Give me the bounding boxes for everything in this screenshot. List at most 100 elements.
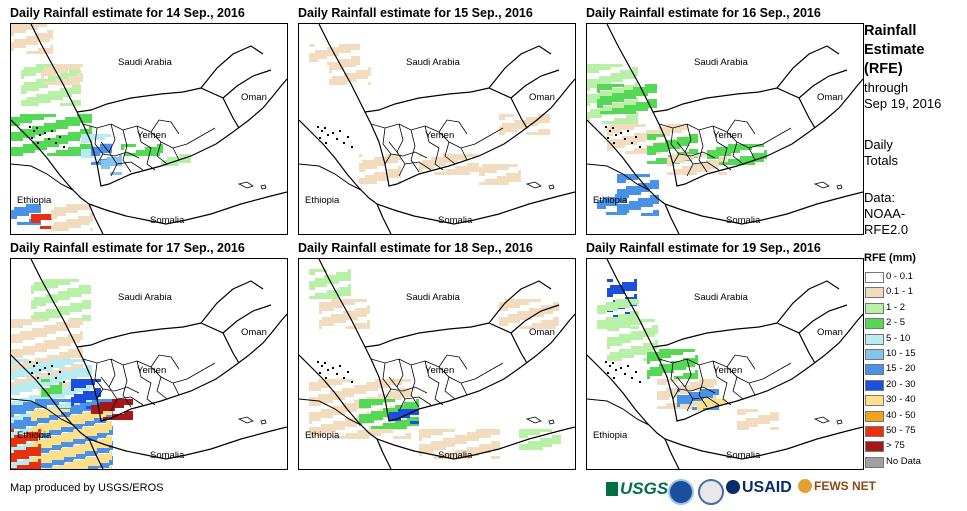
rainfall-pixel bbox=[327, 47, 330, 50]
rainfall-pixel bbox=[31, 430, 34, 433]
rainfall-pixel bbox=[14, 435, 17, 438]
rainfall-pixel bbox=[106, 454, 109, 457]
rainfall-pixel bbox=[64, 409, 67, 412]
rainfall-pixel bbox=[74, 368, 77, 371]
rainfall-pixel bbox=[44, 147, 47, 150]
rainfall-pixel bbox=[342, 293, 345, 296]
rainfall-pixel bbox=[23, 24, 26, 27]
rainfall-pixel bbox=[104, 432, 107, 435]
rainfall-pixel bbox=[84, 204, 87, 207]
rainfall-pixel bbox=[92, 465, 95, 468]
rainfall-pixel bbox=[339, 287, 342, 290]
rainfall-pixel bbox=[36, 64, 39, 67]
rainfall-pixel bbox=[374, 172, 377, 175]
rainfall-pixel bbox=[32, 210, 35, 213]
rainfall-pixel bbox=[319, 308, 322, 311]
rainfall-pixel bbox=[23, 420, 26, 423]
rainfall-pixel bbox=[50, 377, 53, 380]
rainfall-pixel bbox=[23, 147, 26, 150]
rainfall-pixel bbox=[611, 79, 614, 82]
rainfall-pixel bbox=[68, 382, 71, 385]
rainfall-pixel bbox=[345, 50, 348, 53]
rainfall-pixel bbox=[78, 222, 81, 225]
rainfall-pixel bbox=[65, 355, 68, 358]
rainfall-pixel bbox=[644, 174, 647, 177]
rainfall-pixel bbox=[624, 111, 627, 114]
rainfall-pixel bbox=[44, 377, 47, 380]
rainfall-pixel bbox=[509, 164, 512, 167]
rainfall-pixel bbox=[106, 147, 109, 150]
rainfall-pixel bbox=[77, 334, 80, 337]
rainfall-pixel bbox=[20, 45, 23, 48]
rainfall-pixel bbox=[82, 436, 85, 439]
rainfall-pixel bbox=[377, 160, 380, 163]
rainfall-pixel bbox=[337, 314, 340, 317]
rainfall-pixel bbox=[75, 88, 78, 91]
rainfall-pixel bbox=[54, 79, 57, 82]
rainfall-pixel bbox=[50, 462, 53, 465]
rainfall-pixel bbox=[728, 147, 731, 150]
ethiopia-border bbox=[587, 163, 650, 191]
yemen-governorates bbox=[658, 119, 792, 177]
rainfall-pixel bbox=[372, 397, 375, 400]
rainfall-pixel bbox=[71, 444, 74, 447]
rainfall-pixel bbox=[43, 217, 46, 220]
rainfall-pixel bbox=[50, 325, 53, 328]
rainfall-pixel bbox=[68, 349, 71, 352]
rainfall-pixel bbox=[532, 123, 535, 126]
rainfall-pixel bbox=[647, 161, 650, 164]
rainfall-pixel bbox=[74, 392, 77, 395]
rainfall-pixel bbox=[49, 442, 52, 445]
rainfall-pixel bbox=[103, 427, 106, 430]
rainfall-pixel bbox=[509, 176, 512, 179]
rainfall-pixel bbox=[145, 147, 148, 150]
rainfall-pixel bbox=[37, 427, 40, 430]
rainfall-pixel bbox=[68, 138, 71, 141]
rainfall-pixel bbox=[348, 275, 351, 278]
rainfall-pixel bbox=[124, 417, 127, 420]
rainfall-pixel bbox=[503, 182, 506, 185]
rainfall-pixel bbox=[616, 145, 619, 148]
rainfall-pixel bbox=[321, 385, 324, 388]
rainfall-pixel bbox=[608, 121, 611, 124]
rainfall-pixel bbox=[106, 427, 109, 430]
rainfall-pixel bbox=[37, 312, 40, 315]
rainfall-pixel bbox=[383, 172, 386, 175]
rainfall-pixel bbox=[623, 100, 626, 103]
rainfall-pixel bbox=[70, 466, 73, 469]
rainfall-pixel bbox=[68, 352, 71, 355]
rainfall-pixel bbox=[728, 162, 731, 165]
rainfall-pixel bbox=[65, 401, 68, 404]
rainfall-pixel bbox=[64, 312, 67, 315]
rainfall-pixel bbox=[45, 64, 48, 67]
rainfall-pixel bbox=[35, 210, 38, 213]
label-ethiopia: Ethiopia bbox=[17, 430, 52, 441]
rainfall-pixel bbox=[77, 405, 80, 408]
rainfall-pixel bbox=[83, 405, 86, 408]
rainfall-pixel bbox=[39, 67, 42, 70]
rainfall-pixel bbox=[644, 204, 647, 207]
rainfall-pixel bbox=[58, 436, 61, 439]
rainfall-pixel bbox=[497, 167, 500, 170]
rainfall-pixel bbox=[35, 395, 38, 398]
rainfall-pixel bbox=[34, 282, 37, 285]
rainfall-pixel bbox=[35, 376, 38, 379]
rainfall-pixel bbox=[40, 303, 43, 306]
rainfall-pixel bbox=[695, 149, 698, 152]
rainfall-pixel bbox=[606, 87, 609, 90]
rainfall-pixel bbox=[32, 386, 35, 389]
rainfall-pixel bbox=[514, 123, 517, 126]
rainfall-pixel bbox=[45, 85, 48, 88]
rainfall-pixel bbox=[395, 175, 398, 178]
rainfall-pixel bbox=[82, 415, 85, 418]
label-ethiopia: Ethiopia bbox=[305, 195, 340, 206]
rainfall-pixel bbox=[670, 172, 673, 175]
rainfall-pixel bbox=[665, 143, 668, 146]
rainfall-pixel bbox=[62, 411, 65, 414]
rainfall-pixel bbox=[653, 149, 656, 152]
rainfall-pixel bbox=[452, 172, 455, 175]
rainfall-pixel bbox=[343, 299, 346, 302]
rainfall-pixel bbox=[79, 288, 82, 291]
rainfall-pixel bbox=[74, 150, 77, 153]
somalia-coast bbox=[664, 203, 680, 234]
